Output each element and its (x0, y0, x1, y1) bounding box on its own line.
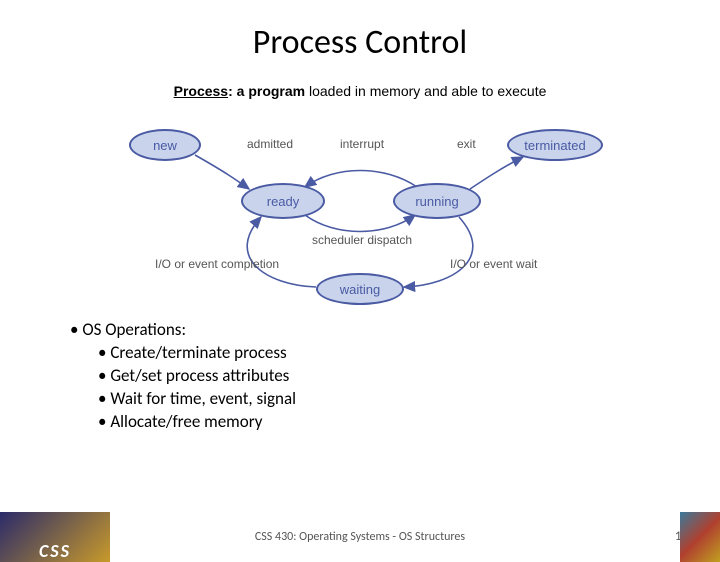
subtitle-underline: Process (174, 83, 228, 99)
edge-label-waiting-ready: I/O or event completion (155, 257, 279, 271)
state-terminated: terminated (507, 129, 603, 161)
process-state-diagram: admitted interrupt scheduler dispatch exit I… (115, 117, 605, 307)
state-new: new (129, 129, 201, 161)
edge-ready-running (305, 215, 415, 232)
edge-label-running-waiting: I/O or event wait (450, 257, 537, 271)
edge-label-running-terminated: exit (457, 137, 476, 151)
bullet-item-3: Allocate/free memory (98, 411, 720, 434)
edge-label-ready-running: scheduler dispatch (312, 233, 412, 247)
subtitle-rest: loaded in memory and able to execute (305, 83, 546, 99)
state-waiting: waiting (316, 273, 404, 305)
bullet-item-2: Wait for time, event, signal (98, 388, 720, 411)
edge-new-ready (195, 155, 249, 189)
corner-thumbnail (680, 512, 720, 562)
slide-title: Process Control (0, 22, 720, 63)
edge-running-waiting (404, 217, 473, 287)
slide-subtitle: Process: a program loaded in memory and … (0, 83, 720, 99)
bullet-item-1: Get/set process attributes (98, 365, 720, 388)
bullet-item-0: Create/terminate process (98, 342, 720, 365)
edge-waiting-ready (247, 217, 316, 287)
logo-badge: CSS (0, 512, 110, 562)
edge-running-ready (305, 171, 417, 188)
edge-label-new-ready: admitted (247, 137, 293, 151)
state-running: running (393, 183, 481, 219)
subtitle-bold: : a program (228, 83, 305, 99)
bullet-list: OS Operations: Create/terminate processG… (70, 319, 720, 434)
logo-text: CSS (39, 540, 71, 562)
bullet-heading: OS Operations: (70, 319, 720, 342)
state-ready: ready (241, 183, 325, 219)
edge-running-terminated (470, 157, 523, 189)
edge-label-running-ready: interrupt (340, 137, 384, 151)
